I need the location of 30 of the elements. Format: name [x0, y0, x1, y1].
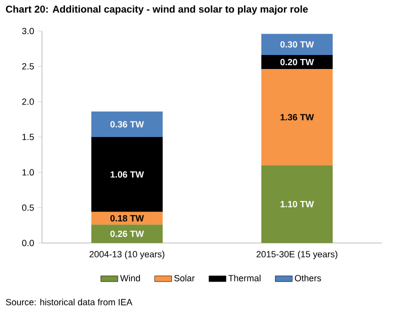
data-label: 1.06 TW: [110, 171, 144, 178]
y-tick-label: 1.0: [22, 169, 34, 176]
bar: [261, 165, 333, 243]
data-label: 0.36 TW: [110, 121, 144, 128]
y-tick-label: 1.5: [22, 134, 34, 140]
data-label: 1.10 TW: [280, 200, 314, 208]
bar: [91, 112, 163, 137]
data-label: 0.20 TW: [280, 58, 314, 66]
data-label: 0.26 TW: [110, 230, 144, 237]
bar: [261, 55, 333, 70]
data-label: 0.30 TW: [280, 41, 314, 48]
legend-label: Wind: [120, 274, 140, 282]
y-tick-label: 0.0: [22, 240, 34, 246]
legend-label: Others: [294, 274, 322, 282]
data-label: 0.18 TW: [110, 215, 144, 222]
bar: [91, 224, 163, 243]
x-tick-label: 2015-30E (15 years): [256, 250, 338, 260]
legend-label: Solar: [174, 274, 195, 282]
y-tick-label: 2.0: [22, 98, 34, 105]
y-tick-label: 0.5: [22, 204, 34, 211]
source-note: Source: historical data from IEA: [6, 298, 132, 306]
x-tick-label: 2004-13 (10 years): [90, 250, 164, 260]
y-tick-label: 3.0: [22, 28, 34, 34]
data-label: 1.36 TW: [280, 114, 314, 120]
bar: [261, 34, 333, 56]
bar: [91, 137, 163, 212]
bar: [261, 69, 333, 166]
legend-label: Thermal: [228, 274, 260, 282]
chart-title: Chart 20: Additional capacity - wind and solar to play major role: [6, 5, 308, 15]
y-tick-label: 2.5: [22, 63, 34, 70]
